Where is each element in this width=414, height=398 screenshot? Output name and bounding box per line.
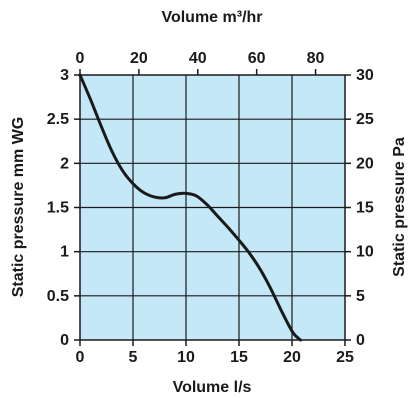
x-tick-label: 15 [230, 349, 248, 366]
x2-tick-label: 40 [189, 50, 207, 67]
y2-tick-label: 5 [356, 288, 365, 305]
y-tick-label: 1.5 [47, 200, 69, 217]
grid [80, 75, 345, 340]
x2-tick-label: 0 [76, 50, 85, 67]
x-tick-label: 10 [177, 349, 195, 366]
y-tick-label: 2 [60, 155, 69, 172]
y2-axis-title: Static pressure Pa [391, 137, 408, 277]
x2-tick-label: 20 [130, 50, 148, 67]
x2-tick-label: 60 [248, 50, 266, 67]
y2-tick-label: 0 [356, 332, 365, 349]
y-axis-title: Static pressure mm WG [10, 117, 27, 298]
y2-tick-label: 15 [356, 200, 374, 217]
x-tick-label: 20 [283, 349, 301, 366]
x-tick-label: 25 [336, 349, 354, 366]
x-tick-label: 0 [76, 349, 85, 366]
series-line [78, 73, 302, 342]
y-tick-label: 3 [60, 67, 69, 84]
x2-axis-title: Volume m³/hr [161, 9, 262, 26]
y2-tick-label: 10 [356, 244, 374, 261]
x2-tick-label: 80 [307, 50, 325, 67]
x-tick-label: 5 [129, 349, 138, 366]
y-tick-label: 0 [60, 332, 69, 349]
y-tick-label: 1 [60, 244, 69, 261]
y-tick-label: 2.5 [47, 111, 69, 128]
y2-tick-label: 25 [356, 111, 374, 128]
y2-tick-label: 30 [356, 67, 374, 84]
y-tick-label: 0.5 [47, 288, 69, 305]
x-axis-title: Volume l/s [173, 379, 252, 396]
y2-tick-label: 20 [356, 155, 374, 172]
